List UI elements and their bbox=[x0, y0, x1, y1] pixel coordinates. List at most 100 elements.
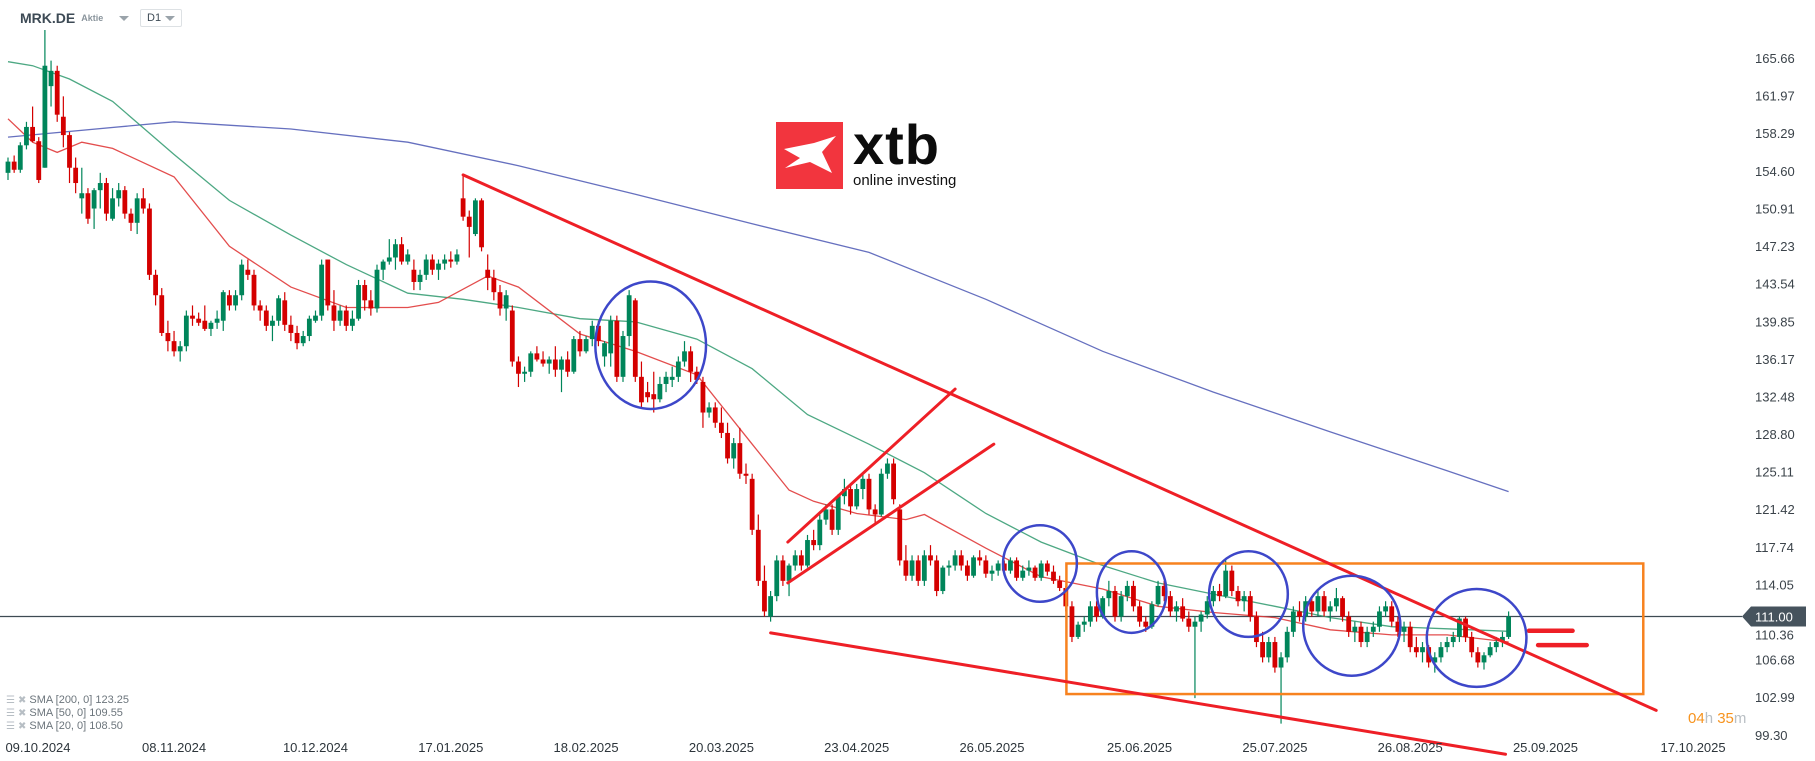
close-icon[interactable]: ✖ bbox=[17, 695, 27, 706]
candle-body bbox=[780, 560, 786, 581]
candle bbox=[1223, 560, 1229, 599]
candle-body bbox=[294, 332, 300, 344]
candle-body bbox=[460, 198, 466, 217]
candle bbox=[952, 550, 958, 571]
settings-list-icon[interactable]: ☰ bbox=[6, 721, 15, 732]
candle-body bbox=[306, 318, 312, 337]
candle bbox=[466, 210, 472, 258]
circle-annotation bbox=[594, 280, 708, 411]
candle bbox=[632, 298, 638, 382]
settings-list-icon[interactable]: ☰ bbox=[6, 708, 15, 719]
candle bbox=[614, 315, 620, 382]
legend-item-sma20[interactable]: ☰ ✖ SMA [20, 0] 108.50 bbox=[6, 720, 129, 733]
candle bbox=[356, 279, 361, 321]
candle-body bbox=[577, 339, 583, 352]
candle bbox=[337, 305, 343, 326]
settings-list-icon[interactable]: ☰ bbox=[6, 695, 15, 706]
candle bbox=[522, 366, 527, 382]
candle-body bbox=[1334, 598, 1339, 607]
candle-body bbox=[1457, 618, 1462, 637]
candle-body bbox=[485, 269, 491, 278]
candle bbox=[829, 504, 835, 535]
timeframe-select[interactable]: D1 bbox=[140, 9, 182, 27]
candle bbox=[706, 402, 712, 418]
candle bbox=[811, 529, 817, 551]
candle-body bbox=[1500, 636, 1505, 643]
candle bbox=[417, 269, 423, 291]
candle bbox=[1167, 591, 1173, 617]
candle-body bbox=[706, 407, 712, 413]
candle bbox=[885, 458, 890, 479]
candle bbox=[91, 188, 97, 229]
candle-body bbox=[337, 310, 343, 321]
close-icon[interactable]: ✖ bbox=[17, 708, 27, 719]
candle bbox=[1377, 606, 1382, 632]
candle bbox=[1383, 601, 1388, 617]
candle-body bbox=[1284, 631, 1290, 658]
candle-body bbox=[571, 339, 577, 372]
candle-body bbox=[848, 489, 853, 507]
candle bbox=[140, 188, 146, 214]
candle-body bbox=[663, 376, 669, 384]
logo-wordmark: xtb bbox=[853, 113, 940, 176]
x-tick-label: 18.02.2025 bbox=[554, 740, 619, 755]
candle bbox=[749, 473, 755, 535]
candle bbox=[854, 483, 860, 510]
candle-body bbox=[1420, 647, 1425, 653]
candle-body bbox=[17, 145, 23, 170]
candle bbox=[688, 346, 694, 382]
candle bbox=[306, 315, 312, 342]
candle-body bbox=[946, 565, 952, 568]
circle-annotation bbox=[1095, 550, 1168, 635]
candle-body bbox=[829, 509, 835, 530]
candle-body bbox=[522, 371, 527, 374]
candle bbox=[965, 560, 970, 581]
candle bbox=[294, 325, 300, 350]
candle bbox=[1370, 621, 1376, 637]
candle bbox=[263, 305, 269, 331]
candle bbox=[42, 30, 48, 168]
candle bbox=[380, 259, 386, 280]
close-icon[interactable]: ✖ bbox=[17, 721, 27, 732]
candle-body bbox=[1100, 598, 1106, 617]
candle bbox=[669, 366, 675, 388]
candle-body bbox=[1124, 585, 1130, 597]
candle-body bbox=[454, 254, 460, 262]
chevron-down-icon[interactable] bbox=[119, 15, 130, 21]
candle-body bbox=[368, 300, 374, 309]
candle-body bbox=[1174, 606, 1179, 612]
candle bbox=[276, 295, 281, 326]
candle-body bbox=[257, 305, 263, 311]
candle bbox=[1118, 591, 1124, 622]
candle-body bbox=[399, 244, 404, 262]
symbol-header[interactable]: MRK.DE Aktie bbox=[20, 10, 130, 26]
candle bbox=[700, 376, 706, 428]
candle bbox=[17, 142, 23, 173]
candle-body bbox=[639, 376, 644, 403]
candle-body bbox=[805, 540, 810, 566]
candle-body bbox=[903, 560, 909, 576]
candle-body bbox=[1290, 611, 1296, 632]
candle-body bbox=[423, 259, 429, 275]
candle-body bbox=[380, 261, 386, 270]
candle-body bbox=[1075, 624, 1081, 637]
candle-body bbox=[202, 320, 208, 329]
candle bbox=[559, 356, 564, 393]
candle-body bbox=[934, 560, 940, 592]
candle-body bbox=[989, 570, 995, 574]
candle bbox=[755, 514, 761, 586]
candle-body bbox=[928, 555, 933, 561]
candle-body bbox=[1143, 621, 1149, 627]
candle bbox=[48, 60, 54, 107]
candle bbox=[516, 356, 521, 388]
legend-item-sma200[interactable]: ☰ ✖ SMA [200, 0] 123.25 bbox=[6, 694, 129, 707]
candle-body bbox=[940, 567, 946, 592]
candle bbox=[1124, 580, 1130, 602]
candle bbox=[1450, 631, 1456, 648]
candle-body bbox=[1321, 596, 1327, 612]
y-axis: 165.66 161.97 158.29 154.60 150.91 147.23 143.… bbox=[1755, 51, 1795, 743]
legend-item-sma50[interactable]: ☰ ✖ SMA [50, 0] 109.55 bbox=[6, 707, 129, 720]
candle-body bbox=[1161, 585, 1167, 597]
candle-body bbox=[1057, 580, 1063, 588]
